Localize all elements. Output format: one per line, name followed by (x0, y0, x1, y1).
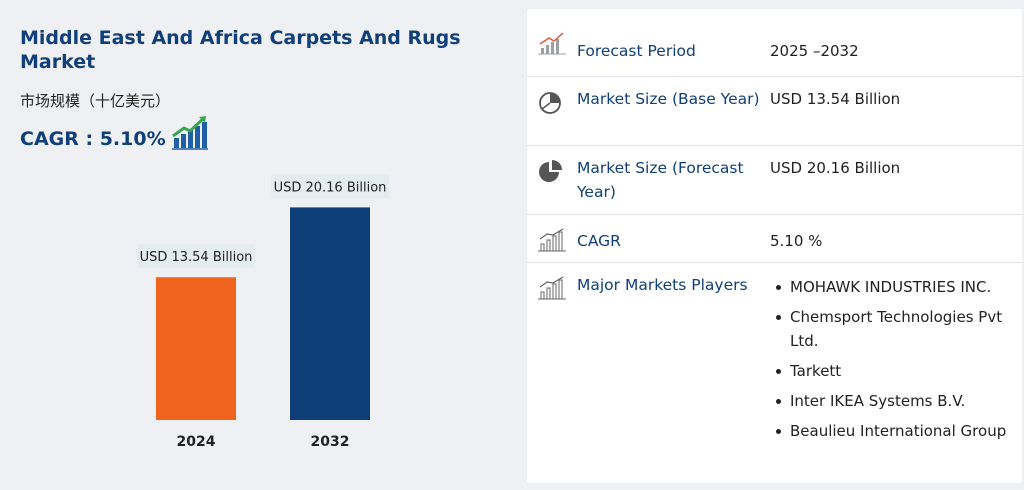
data-label: USD 13.54 Billion (140, 250, 253, 265)
list-item: Beaulieu International Group (770, 419, 1010, 443)
cagr-label: CAGR (577, 232, 621, 250)
cagr-value: 5.10 % (770, 232, 823, 250)
chart-growth-icon (538, 32, 566, 55)
row-cagr: CAGR 5.10 % (527, 215, 1022, 263)
pie-chart-icon (539, 92, 561, 114)
major-players-label: Major Markets Players (577, 276, 748, 294)
data-label-bg (271, 174, 389, 199)
market-size-forecast-value: USD 20.16 Billion (770, 159, 901, 177)
market-size-base-value: USD 13.54 Billion (770, 90, 901, 108)
market-size-forecast-label: Market Size (Forecast Year) (577, 159, 744, 201)
row-major-players: Major Markets Players MOHAWK INDUSTRIES … (527, 263, 1022, 483)
forecast-period-value: 2025 –2032 (770, 42, 859, 60)
growth-chart-icon (172, 116, 208, 150)
bar-2032 (290, 207, 370, 420)
row-market-size-forecast: Market Size (Forecast Year) USD 20.16 Bi… (527, 146, 1022, 215)
market-info-table: Forecast Period 2025 –2032 Market Size (… (527, 9, 1022, 483)
pie-chart-filled-icon (539, 160, 562, 182)
summary-panel: Middle East And Africa Carpets And Rugs … (0, 0, 510, 490)
list-item: Inter IKEA Systems B.V. (770, 389, 1010, 413)
row-market-size-base: Market Size (Base Year) USD 13.54 Billio… (527, 77, 1022, 146)
bar-growth-icon (538, 228, 566, 252)
cagr-headline: CAGR : 5.10% (20, 128, 166, 150)
chart-subtitle: 市场规模（十亿美元） (20, 92, 171, 110)
list-item: Chemsport Technologies Pvt Ltd. (770, 305, 1010, 353)
bar-2024 (156, 277, 236, 420)
list-item: Tarkett (770, 359, 1010, 383)
x-tick-label: 2032 (311, 434, 350, 450)
x-tick-label: 2024 (177, 434, 216, 450)
forecast-period-label: Forecast Period (577, 42, 696, 60)
bar-chart: USD 13.54 Billion 2024 USD 20.16 Billion 20… (137, 174, 389, 450)
row-forecast-period: Forecast Period 2025 –2032 (527, 9, 1022, 77)
page-title: Middle East And Africa Carpets And Rugs … (20, 27, 461, 73)
market-size-base-label: Market Size (Base Year) (577, 90, 760, 108)
data-label-bg (137, 244, 255, 269)
players-list: MOHAWK INDUSTRIES INC. Chemsport Technol… (770, 275, 1010, 449)
data-label: USD 20.16 Billion (274, 180, 387, 195)
list-item: MOHAWK INDUSTRIES INC. (770, 275, 1010, 299)
bar-growth-icon (538, 276, 566, 300)
